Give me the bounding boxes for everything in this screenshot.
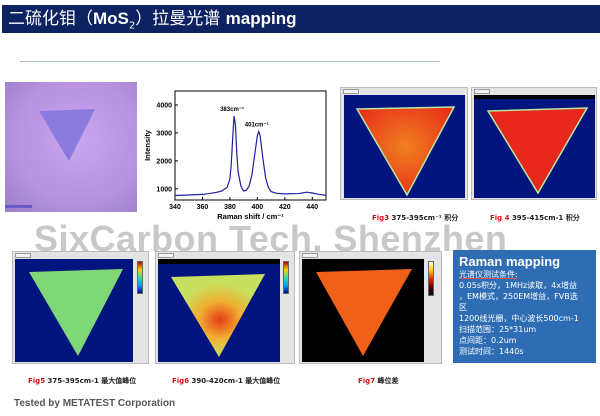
title-prefix: 二硫化钼（ bbox=[8, 9, 93, 29]
x-tick-label: 400 bbox=[252, 204, 264, 211]
fig4-map-window bbox=[471, 87, 597, 200]
y-tick-label: 2000 bbox=[156, 158, 172, 165]
fig4-plot bbox=[474, 95, 595, 198]
peak-annotation: 401cm⁻¹ bbox=[245, 122, 269, 129]
title-en: mapping bbox=[225, 9, 297, 28]
peak-annotation: 383cm⁻¹ bbox=[220, 106, 244, 113]
optical-microscope-image bbox=[5, 82, 137, 212]
fig3-plot bbox=[344, 95, 465, 198]
infobox-line: 0.05s积分，1MHz读取，4x增益 bbox=[459, 281, 578, 290]
x-tick-label: 380 bbox=[224, 204, 236, 211]
window-tab bbox=[158, 253, 174, 258]
fig3-text: 375-395cm⁻¹ 积分 bbox=[391, 214, 459, 222]
fig4-caption: Fig 4 395-415cm-1 积分 bbox=[490, 213, 580, 223]
spectrum-svg: 340 360 380 400 420 440 1000 2000 3000 4000 383cm⁻… bbox=[143, 90, 327, 221]
footer-credit: Tested by METATEST Corporation bbox=[14, 398, 176, 409]
infobox-line: 点间距：0.2um bbox=[459, 336, 517, 345]
title-formula: MoS bbox=[93, 9, 129, 28]
x-tick-label: 340 bbox=[169, 204, 181, 211]
x-tick-label: 440 bbox=[306, 204, 318, 211]
fig7-triangle bbox=[316, 269, 412, 356]
fig3-map-window bbox=[340, 87, 468, 200]
fig6-triangle bbox=[171, 274, 265, 357]
window-tab bbox=[15, 253, 31, 258]
fig6-text: 390-420cm-1 最大值峰位 bbox=[191, 377, 281, 385]
fig3-triangle bbox=[355, 106, 456, 197]
title-suffix: ）拉曼光谱 bbox=[135, 9, 226, 29]
fig5-colorbar bbox=[137, 261, 143, 294]
mos2-flake bbox=[39, 109, 97, 162]
x-axis-label: Raman shift / cm⁻¹ bbox=[217, 212, 284, 221]
infobox-line: ，EM模式，250EM增益，FVB选 bbox=[459, 292, 578, 301]
fig5-map-window bbox=[12, 251, 149, 364]
fig4-text: 395-415cm-1 积分 bbox=[511, 214, 580, 222]
infobox-line: 光谱仪测试条件: bbox=[459, 270, 518, 279]
fig5-text: 375-395cm-1 最大值峰位 bbox=[47, 377, 137, 385]
fig7-map-window bbox=[299, 251, 442, 364]
fig5-triangle bbox=[29, 269, 123, 356]
infobox-line: 测试时间：1440s bbox=[459, 347, 524, 356]
fig7-text: 峰位差 bbox=[377, 377, 399, 385]
fig5-label: Fig5 bbox=[28, 377, 46, 385]
y-tick-label: 3000 bbox=[156, 130, 172, 137]
spectrum-line bbox=[174, 116, 327, 197]
x-tick-label: 420 bbox=[279, 204, 291, 211]
infobox-line: 1200线光栅，中心波长500cm-1 bbox=[459, 314, 579, 323]
fig6-colorbar bbox=[283, 261, 289, 294]
fig7-label: Fig7 bbox=[358, 377, 376, 385]
y-axis-label: Intensity bbox=[143, 129, 152, 161]
divider-line bbox=[20, 61, 440, 62]
window-tab bbox=[302, 253, 318, 258]
y-tick-label: 4000 bbox=[156, 102, 172, 109]
fig7-plot bbox=[302, 259, 424, 362]
fig4-label: Fig 4 bbox=[490, 214, 510, 222]
x-tick-label: 360 bbox=[197, 204, 209, 211]
infobox-line: 区 bbox=[459, 303, 467, 312]
scale-bar bbox=[5, 205, 32, 208]
fig5-plot bbox=[15, 259, 133, 362]
fig7-caption: Fig7 峰位差 bbox=[358, 376, 399, 386]
fig6-caption: Fig6 390-420cm-1 最大值峰位 bbox=[172, 376, 280, 386]
fig7-colorbar bbox=[428, 261, 434, 296]
raman-mapping-infobox: Raman mapping 光谱仪测试条件: 0.05s积分，1MHz读取，4x… bbox=[453, 250, 596, 363]
infobox-title: Raman mapping bbox=[459, 254, 561, 269]
window-tab bbox=[343, 89, 359, 94]
fig5-caption: Fig5 375-395cm-1 最大值峰位 bbox=[28, 376, 136, 386]
plot-frame bbox=[174, 90, 327, 201]
infobox-line: 扫描范围：25*31um bbox=[459, 325, 537, 334]
title-subscript: 2 bbox=[128, 20, 136, 32]
window-tab bbox=[474, 89, 490, 94]
fig3-label: Fig3 bbox=[372, 214, 390, 222]
raman-spectrum-chart: 340 360 380 400 420 440 1000 2000 3000 4000 383cm⁻… bbox=[140, 85, 330, 225]
slide-title: 二硫化钼（MoS2）拉曼光谱 mapping bbox=[8, 9, 297, 36]
fig6-label: Fig6 bbox=[172, 377, 190, 385]
slide-header: 二硫化钼（MoS2）拉曼光谱 mapping bbox=[2, 5, 600, 33]
fig6-map-window bbox=[155, 251, 295, 364]
y-tick-label: 1000 bbox=[156, 186, 172, 193]
fig4-triangle bbox=[486, 107, 589, 195]
fig6-plot bbox=[158, 259, 280, 362]
fig3-caption: Fig3 375-395cm⁻¹ 积分 bbox=[372, 213, 458, 223]
